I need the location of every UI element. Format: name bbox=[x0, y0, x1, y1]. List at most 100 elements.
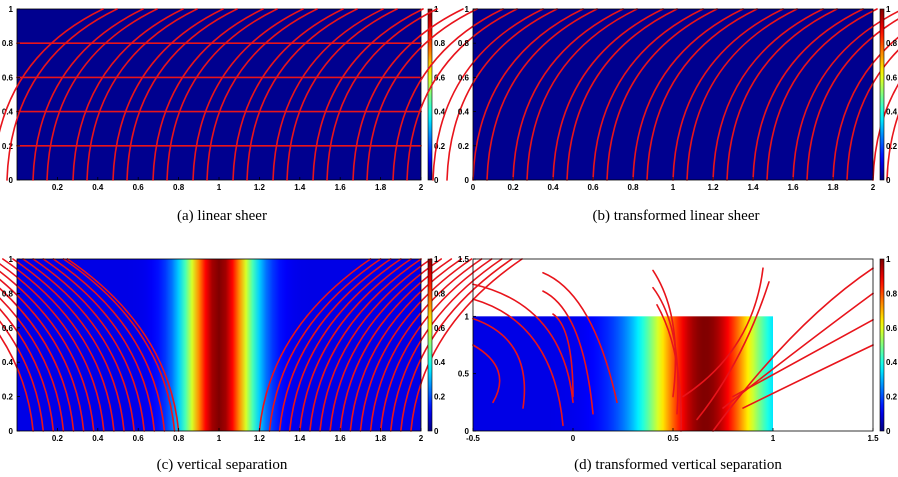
colorbar-tick-label: 0.4 bbox=[886, 358, 898, 367]
streamline bbox=[592, 8, 704, 181]
x-tick-label: 1 bbox=[771, 434, 776, 443]
y-tick-label: 0 bbox=[465, 427, 470, 436]
colorbar-tick-label: 0 bbox=[434, 176, 439, 185]
streamline bbox=[6, 8, 118, 181]
streamline bbox=[432, 8, 544, 181]
streamline bbox=[312, 8, 424, 181]
streamline bbox=[288, 258, 402, 432]
streamline bbox=[329, 258, 442, 432]
streamline bbox=[872, 83, 898, 181]
streamline bbox=[712, 8, 824, 181]
colorbar bbox=[427, 8, 433, 181]
streamline bbox=[606, 8, 718, 181]
streamline bbox=[12, 258, 125, 432]
colorbar-tick-label: 0.2 bbox=[886, 393, 898, 402]
colorbar-tick-label: 0 bbox=[434, 427, 439, 436]
streamline bbox=[656, 304, 682, 432]
y-tick-label: 0.2 bbox=[2, 393, 14, 402]
streamline bbox=[86, 8, 198, 181]
streamline bbox=[278, 258, 392, 432]
streamline bbox=[0, 270, 95, 432]
streamline bbox=[686, 8, 798, 181]
streamline bbox=[389, 258, 503, 432]
streamline bbox=[0, 308, 55, 432]
streamline bbox=[72, 8, 184, 181]
caption-d: (d) transformed vertical separation bbox=[574, 457, 782, 473]
streamline bbox=[359, 258, 473, 432]
streamline bbox=[326, 8, 438, 181]
streamline bbox=[379, 258, 493, 432]
x-tick-label: 2 bbox=[419, 183, 424, 192]
x-tick-label: 0 bbox=[571, 434, 576, 443]
y-tick-label: 1 bbox=[465, 5, 470, 14]
streamline bbox=[42, 258, 156, 432]
streamline bbox=[268, 258, 382, 432]
streamline bbox=[369, 258, 483, 432]
streamline bbox=[566, 8, 678, 181]
streamline bbox=[52, 258, 166, 432]
streamline bbox=[682, 267, 764, 398]
streamline bbox=[472, 317, 526, 409]
colorbar-tick-label: 0.8 bbox=[886, 289, 898, 298]
streamline bbox=[652, 286, 679, 415]
x-tick-label: 1.6 bbox=[335, 183, 347, 192]
x-tick-label: 1.4 bbox=[294, 183, 306, 192]
streamline bbox=[272, 8, 384, 181]
streamline bbox=[206, 8, 318, 181]
colorbar bbox=[879, 8, 885, 181]
streamline bbox=[62, 258, 176, 432]
streamline bbox=[672, 8, 784, 181]
streamline bbox=[632, 8, 744, 181]
streamline bbox=[352, 8, 464, 181]
y-tick-label: 0 bbox=[465, 176, 470, 185]
streamline bbox=[410, 258, 523, 432]
streamline bbox=[712, 267, 874, 432]
y-tick-label: 0.5 bbox=[458, 370, 470, 379]
x-tick-label: 0.6 bbox=[133, 183, 145, 192]
x-tick-label: 1.4 bbox=[294, 434, 306, 443]
streamline bbox=[246, 8, 358, 181]
y-tick-label: 0.4 bbox=[2, 358, 14, 367]
streamline bbox=[732, 318, 874, 398]
x-tick-label: 1.2 bbox=[707, 183, 719, 192]
x-tick-label: 0.5 bbox=[667, 434, 679, 443]
x-tick-label: 1.8 bbox=[375, 183, 387, 192]
y-tick-label: 0.2 bbox=[2, 142, 14, 151]
streamline bbox=[66, 258, 180, 432]
streamline bbox=[309, 258, 422, 432]
streamline bbox=[512, 8, 624, 181]
colorbar-tick-label: 1 bbox=[886, 255, 891, 264]
streamline bbox=[472, 283, 574, 404]
streamline bbox=[446, 8, 558, 181]
x-tick-label: 0.6 bbox=[133, 434, 145, 443]
panel-c-vertical-separation: 0.2 0.4 0.6 0.8 1 1.2 1.4 1.6 1.8 2 0 0.2 0.4 0.6 0.8 1… bbox=[0, 255, 523, 443]
streamline bbox=[792, 10, 898, 181]
x-tick-label: 0.2 bbox=[52, 183, 64, 192]
streamline bbox=[722, 292, 874, 409]
streamline bbox=[152, 8, 264, 181]
y-tick-label: 1 bbox=[9, 255, 14, 264]
x-tick-label: 1.4 bbox=[747, 183, 759, 192]
colorbar-tick-label: 0.4 bbox=[886, 108, 898, 117]
streamline bbox=[846, 49, 898, 181]
streamline bbox=[652, 269, 677, 398]
y-tick-label: 0.6 bbox=[458, 73, 470, 82]
streamline bbox=[349, 258, 463, 432]
streamline bbox=[0, 278, 85, 432]
streamline bbox=[486, 8, 598, 181]
streamline bbox=[400, 258, 513, 432]
x-tick-label: 1.2 bbox=[254, 183, 266, 192]
y-tick-label: 0.2 bbox=[458, 142, 470, 151]
x-tick-label: 0.4 bbox=[547, 183, 559, 192]
x-tick-label: 2 bbox=[871, 183, 876, 192]
streamline bbox=[406, 8, 518, 181]
x-tick-label: 0.8 bbox=[627, 183, 639, 192]
streamline bbox=[832, 36, 898, 181]
y-tick-label: 0.6 bbox=[2, 73, 14, 82]
x-tick-label: 1.5 bbox=[867, 434, 879, 443]
streamline bbox=[0, 334, 34, 432]
caption-a: (a) linear sheer bbox=[177, 208, 267, 224]
streamline bbox=[22, 258, 135, 432]
x-tick-label: 0.2 bbox=[507, 183, 519, 192]
